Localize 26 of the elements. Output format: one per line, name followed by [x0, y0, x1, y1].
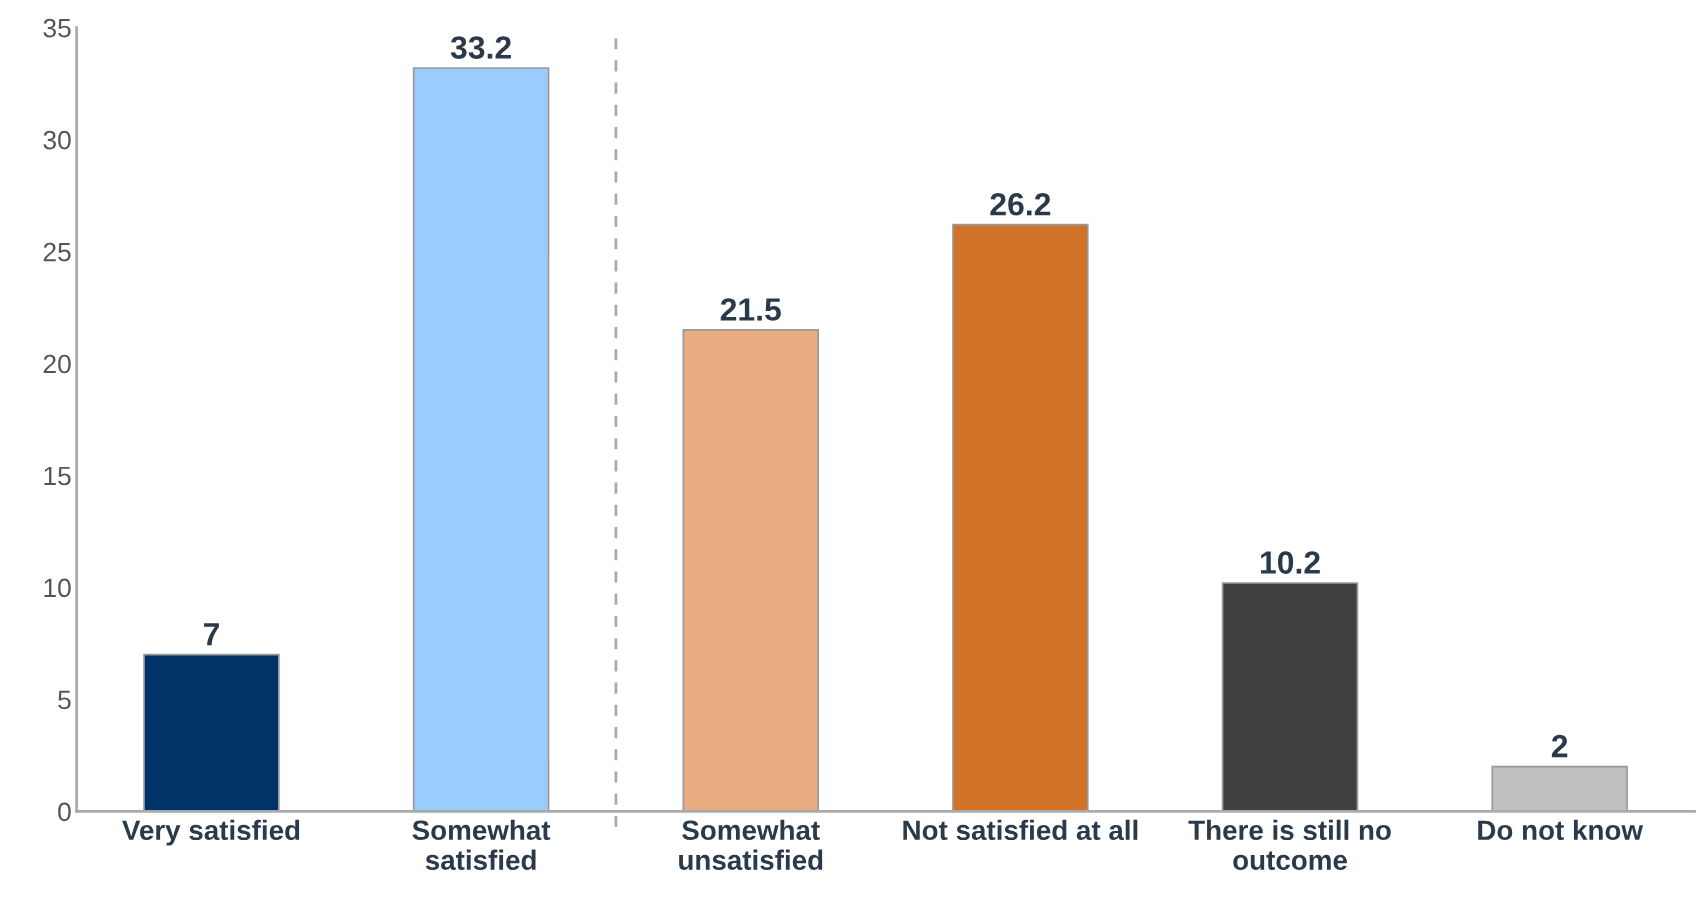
y-tick-label: 30: [43, 130, 71, 150]
bar: [412, 67, 550, 812]
bar: [1221, 582, 1359, 812]
data-label: 7: [203, 623, 219, 646]
bar: [952, 223, 1089, 812]
bar: [143, 653, 280, 812]
y-tick-label: 0: [58, 802, 71, 822]
x-tick-label: Somewhat unsatisfied: [679, 819, 823, 871]
data-label: 33.2: [450, 36, 511, 59]
bar: [682, 329, 819, 812]
x-tick-label: Very satisfied: [122, 819, 300, 846]
x-tick-label: Somewhat satisfied: [412, 819, 551, 871]
data-label: 26.2: [990, 192, 1051, 216]
y-tick-label: 5: [58, 690, 71, 710]
data-label: 21.5: [720, 298, 781, 321]
data-label: 2: [1551, 734, 1568, 758]
y-tick-label: 35: [43, 18, 71, 38]
bar: [1491, 765, 1628, 812]
x-tick-label: Not satisfied at all: [903, 819, 1138, 841]
y-tick-label: 15: [44, 466, 71, 486]
y-tick-label: 10: [44, 578, 71, 598]
x-tick-label: There is still no outcome: [1188, 819, 1391, 871]
x-tick-label: Do not know: [1478, 819, 1644, 841]
data-label: 10.2: [1260, 551, 1320, 574]
y-tick-label: 20: [43, 354, 71, 374]
y-tick-label: 25: [43, 242, 71, 262]
